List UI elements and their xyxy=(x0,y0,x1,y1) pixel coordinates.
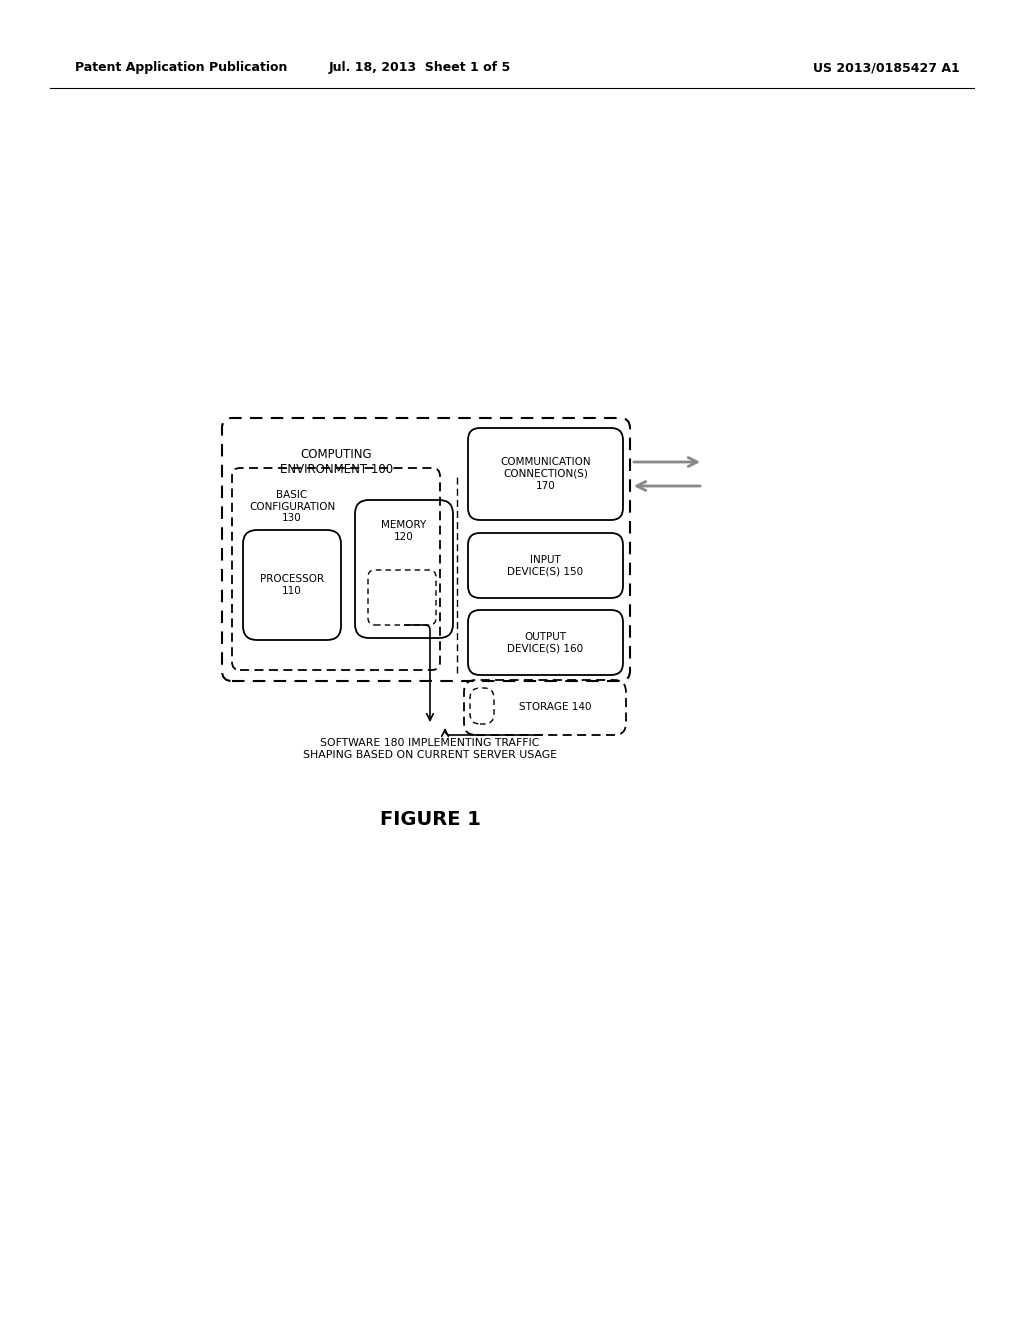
Text: OUTPUT
DEVICE(S) 160: OUTPUT DEVICE(S) 160 xyxy=(508,632,584,653)
Text: SOFTWARE 180 IMPLEMENTING TRAFFIC
SHAPING BASED ON CURRENT SERVER USAGE: SOFTWARE 180 IMPLEMENTING TRAFFIC SHAPIN… xyxy=(303,738,557,759)
Text: Jul. 18, 2013  Sheet 1 of 5: Jul. 18, 2013 Sheet 1 of 5 xyxy=(329,62,511,74)
Text: PROCESSOR
110: PROCESSOR 110 xyxy=(260,574,324,595)
Text: INPUT
DEVICE(S) 150: INPUT DEVICE(S) 150 xyxy=(508,554,584,577)
Text: BASIC
CONFIGURATION
130: BASIC CONFIGURATION 130 xyxy=(249,490,335,523)
Text: STORAGE 140: STORAGE 140 xyxy=(519,702,591,713)
Text: MEMORY
120: MEMORY 120 xyxy=(381,520,427,541)
Text: FIGURE 1: FIGURE 1 xyxy=(380,810,480,829)
Text: US 2013/0185427 A1: US 2013/0185427 A1 xyxy=(813,62,961,74)
Text: Patent Application Publication: Patent Application Publication xyxy=(75,62,288,74)
Text: COMPUTING
ENVIRONMENT 100: COMPUTING ENVIRONMENT 100 xyxy=(280,447,393,477)
Text: COMMUNICATION
CONNECTION(S)
170: COMMUNICATION CONNECTION(S) 170 xyxy=(500,458,591,491)
